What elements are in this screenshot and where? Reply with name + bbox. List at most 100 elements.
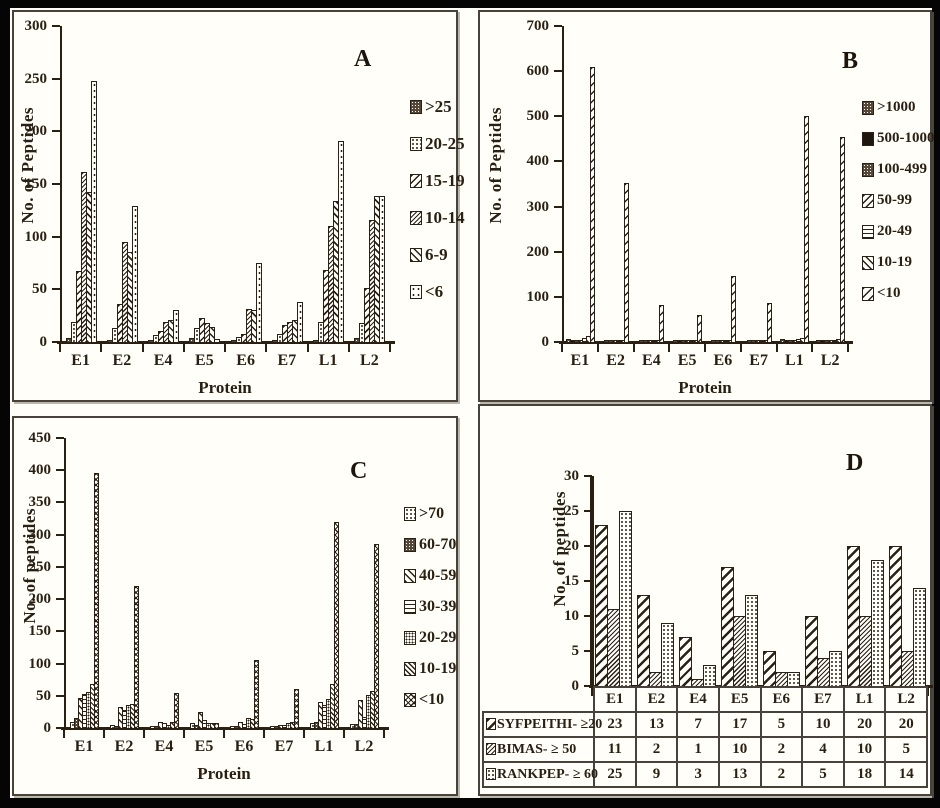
y-tick-mark <box>52 235 60 238</box>
y-tick-mark <box>56 501 64 504</box>
y-tick-mark <box>52 25 60 27</box>
y-tick-label: 25 <box>564 503 579 519</box>
y-tick-mark <box>56 694 64 697</box>
x-tick-label: E5 <box>194 738 214 755</box>
y-tick-label: 0 <box>541 334 550 350</box>
bar-group-e1 <box>64 438 104 728</box>
bar-group-e6 <box>705 26 741 342</box>
x-tick-label: E4 <box>154 738 174 755</box>
bar-group-e6 <box>225 26 266 342</box>
legend-item: 50-99 <box>862 193 912 208</box>
bar-group-e4 <box>634 26 670 342</box>
table-row-label: SYFPEITHI- ≥20 <box>482 711 602 738</box>
bar <box>661 623 674 686</box>
legend-label: 10-19 <box>419 660 457 677</box>
x-axis-title: Protein <box>678 378 732 397</box>
table-header-cell: L2 <box>884 686 928 713</box>
bar-group-e2 <box>101 26 142 342</box>
bar-group-e4 <box>676 476 718 686</box>
y-tick-label: 50 <box>32 281 47 298</box>
y-axis-line <box>60 26 62 342</box>
y-tick-mark <box>554 205 562 208</box>
bar <box>623 183 629 342</box>
legend-swatch <box>404 507 416 521</box>
legend-item: 10-19 <box>862 255 912 270</box>
legend-label: 40-59 <box>419 567 457 584</box>
x-tick-label: E5 <box>677 352 697 369</box>
bar-group-e7 <box>264 438 304 728</box>
table-value-cell: 5 <box>759 711 804 738</box>
x-axis-line <box>57 341 395 344</box>
x-tick-mark <box>927 688 929 696</box>
bar <box>374 544 379 728</box>
legend-swatch <box>404 662 416 676</box>
legend-item: 10-14 <box>410 209 465 226</box>
bar-group-e7 <box>741 26 777 342</box>
legend-label: 500-1000 <box>877 130 935 146</box>
y-tick-mark <box>584 580 592 582</box>
x-tick-mark <box>103 730 105 738</box>
legend-item: <6 <box>410 283 443 300</box>
y-tick-label: 400 <box>526 153 550 170</box>
y-tick-mark <box>554 115 562 118</box>
legend-item: 20-25 <box>410 135 465 152</box>
bar <box>134 586 139 728</box>
legend-swatch <box>404 600 416 614</box>
legend-swatch <box>404 538 416 552</box>
bar-group-e2 <box>598 26 634 342</box>
y-tick-mark <box>56 469 64 472</box>
table-value-cell: 13 <box>717 761 762 788</box>
panel-b: B No. of Peptides 0 100 200 300 400 500 600 700 E1… <box>478 10 935 402</box>
legend-swatch <box>862 162 874 177</box>
y-tick-mark <box>56 533 64 536</box>
panel-letter: D <box>846 450 864 476</box>
x-tick-label: E7 <box>749 352 768 369</box>
legend-swatch <box>862 286 874 301</box>
x-tick-mark <box>383 730 385 738</box>
legend-label: 60-70 <box>419 536 457 553</box>
table-blank-cell <box>483 687 594 712</box>
x-tick-label: E6 <box>236 352 255 369</box>
bar <box>619 511 632 686</box>
legend-item: 30-39 <box>404 599 456 615</box>
bar-group-e2 <box>104 438 144 728</box>
x-tick-mark <box>596 344 599 352</box>
x-tick-mark <box>347 344 350 352</box>
legend-label: >25 <box>425 97 452 116</box>
x-tick-mark <box>343 730 345 738</box>
table-row-label: RANKPEP- ≥ 60 <box>482 761 598 788</box>
y-tick-label: 200 <box>526 243 550 260</box>
bar <box>94 473 99 728</box>
bar-group-e4 <box>143 26 184 342</box>
table-value-cell: 25 <box>593 761 637 788</box>
x-tick-mark <box>306 344 309 352</box>
y-tick-label: 20 <box>564 538 579 554</box>
y-tick-mark <box>56 662 64 665</box>
plot-area: 0 5 10 15 20 25 30 <box>564 469 933 696</box>
bar <box>589 66 595 342</box>
bar <box>745 595 758 686</box>
bar-group-e6 <box>760 476 802 686</box>
legend-label: 100-499 <box>877 161 927 177</box>
legend-swatch <box>862 255 874 270</box>
x-tick-mark <box>632 344 635 352</box>
y-tick-mark <box>56 727 64 729</box>
panel-letter: B <box>842 48 859 74</box>
y-tick-mark <box>554 295 562 298</box>
bar-group-l2 <box>344 438 384 728</box>
legend-label: >70 <box>419 505 445 522</box>
bar-group-l1 <box>308 26 349 342</box>
legend-item: 10-19 <box>404 661 456 677</box>
bar-group-l2 <box>886 476 928 686</box>
bar <box>730 275 736 342</box>
legend-swatch <box>862 193 874 208</box>
legend-item: 15-19 <box>410 172 465 189</box>
x-tick-label: E6 <box>713 352 733 369</box>
table-value-cell: 2 <box>634 736 679 763</box>
bar-group-e5 <box>669 26 705 342</box>
y-tick-label: 300 <box>28 526 52 543</box>
x-axis-line <box>61 727 389 730</box>
bar <box>214 338 221 342</box>
legend-swatch <box>410 99 422 114</box>
y-tick-mark <box>584 615 592 617</box>
